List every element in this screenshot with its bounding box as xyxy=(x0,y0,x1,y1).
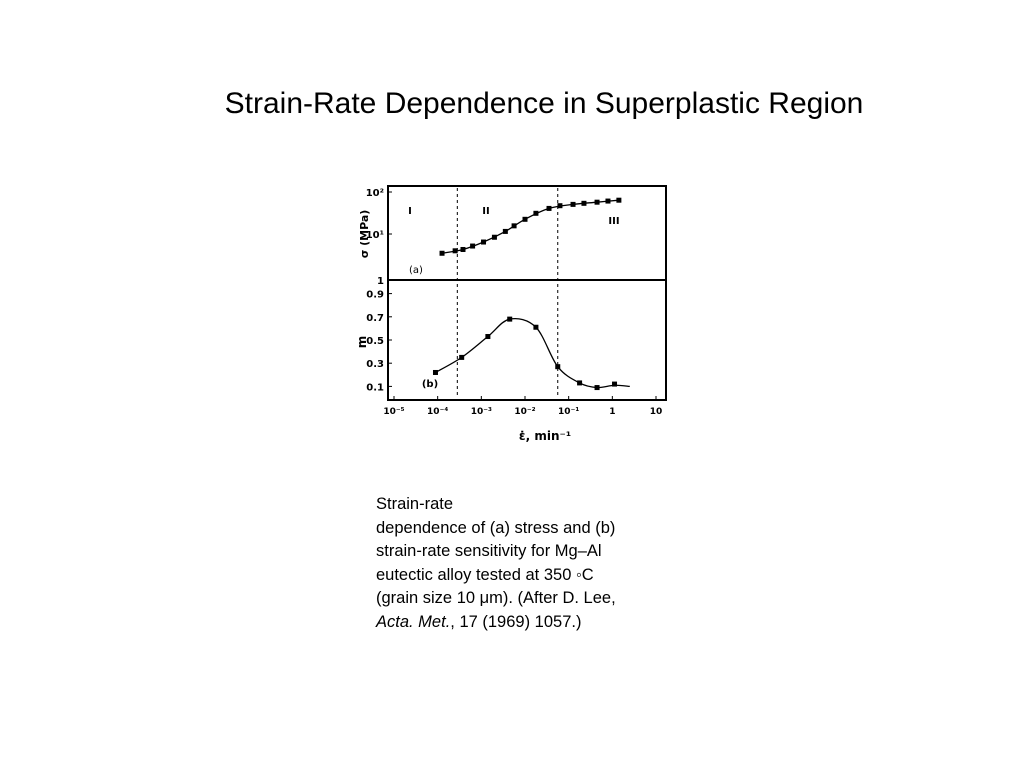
panel-a-data-point xyxy=(616,197,622,203)
caption-line: (grain size 10 μm). (After D. Lee, xyxy=(376,589,616,607)
panel-a-frame xyxy=(387,185,667,281)
panel-a-curve xyxy=(441,199,619,254)
panel-a-data-point xyxy=(570,201,576,207)
y-tick-label: 0.3 xyxy=(366,359,384,370)
panel-a-data-point xyxy=(594,199,600,205)
x-tick-label: 1 xyxy=(609,407,615,417)
panel-a-data-point xyxy=(546,205,552,211)
caption-line: Strain-rate xyxy=(376,495,454,513)
y-tick-label: 1 xyxy=(377,276,384,287)
panel-b-data-point xyxy=(459,354,465,360)
caption-line: dependence of (a) stress and (b) xyxy=(376,518,616,537)
y-tick-label: 0.5 xyxy=(366,336,384,347)
panel-b-data-point xyxy=(555,364,561,370)
figure-caption: Strain-rate dependence of (a) stress and… xyxy=(376,493,676,634)
caption-journal: Acta. Met. xyxy=(376,612,451,631)
panel-a-data-point xyxy=(452,248,458,254)
panel-b-data-point xyxy=(533,324,539,330)
panel-a-data-point xyxy=(439,250,445,256)
panel-a-data-point xyxy=(581,200,587,206)
caption-line: eutectic alloy tested at 350 ◦C xyxy=(376,565,594,584)
x-tick-label: 10⁻¹ xyxy=(558,407,579,417)
x-tick-label: 10⁻³ xyxy=(471,407,492,417)
slide-title: Strain-Rate Dependence in Superplastic R… xyxy=(224,87,864,120)
x-tick-label: 10 xyxy=(650,407,663,417)
panel-a-data-point xyxy=(522,216,528,222)
panel-b-data-point xyxy=(577,380,583,386)
panel-b-data-point xyxy=(612,381,618,387)
region-label: II xyxy=(482,206,489,217)
panel-b-data-point xyxy=(485,334,491,340)
figure-svg: σ (MPa) m (a) (b) ε̇, min⁻¹ I IIIII110¹10… xyxy=(355,185,667,443)
panel-b-curve xyxy=(435,317,630,389)
panel-a-data-point xyxy=(533,210,539,216)
panel-b-label: (b) xyxy=(422,379,438,390)
caption-citation: , 17 (1969) 1057.) xyxy=(450,612,582,631)
panel-b-ylabel: m xyxy=(355,336,369,349)
x-axis-label: ε̇, min⁻¹ xyxy=(519,429,571,443)
x-tick-label: 10⁻⁴ xyxy=(427,407,448,417)
panel-a-data-point xyxy=(470,243,476,249)
caption-line: strain-rate sensitivity for Mg–Al xyxy=(376,542,602,560)
region-label: I xyxy=(408,206,412,217)
panel-a-data-point xyxy=(502,228,508,234)
panel-a-ylabel: σ (MPa) xyxy=(358,210,371,259)
panel-a-label: (a) xyxy=(409,265,423,276)
panel-b-data-point xyxy=(507,316,513,322)
panel-a-data-point xyxy=(491,234,497,240)
panel-a-data-point xyxy=(481,239,487,245)
x-tick-label: 10⁻² xyxy=(514,407,535,417)
y-tick-label: 0.9 xyxy=(366,290,384,301)
y-tick-label: 0.7 xyxy=(366,313,384,324)
panel-a-data-point xyxy=(460,246,466,252)
panel-b-data-point xyxy=(594,385,600,391)
y-tick-label: 0.1 xyxy=(366,382,384,393)
y-tick-label: 10² xyxy=(366,188,384,199)
region-label: III xyxy=(608,216,619,227)
panel-a-data-point xyxy=(511,223,517,229)
caption-line: Acta. Met., 17 (1969) 1057.) xyxy=(376,611,676,635)
panel-a-data-point xyxy=(605,198,611,204)
y-tick-label: 10¹ xyxy=(366,230,384,241)
panel-b-data-point xyxy=(432,369,438,375)
strain-rate-figure: σ (MPa) m (a) (b) ε̇, min⁻¹ I II III 1 10¹ 10… xyxy=(350,176,680,450)
x-tick-label: 10⁻⁵ xyxy=(383,407,404,417)
panel-a-data-point xyxy=(557,203,563,209)
